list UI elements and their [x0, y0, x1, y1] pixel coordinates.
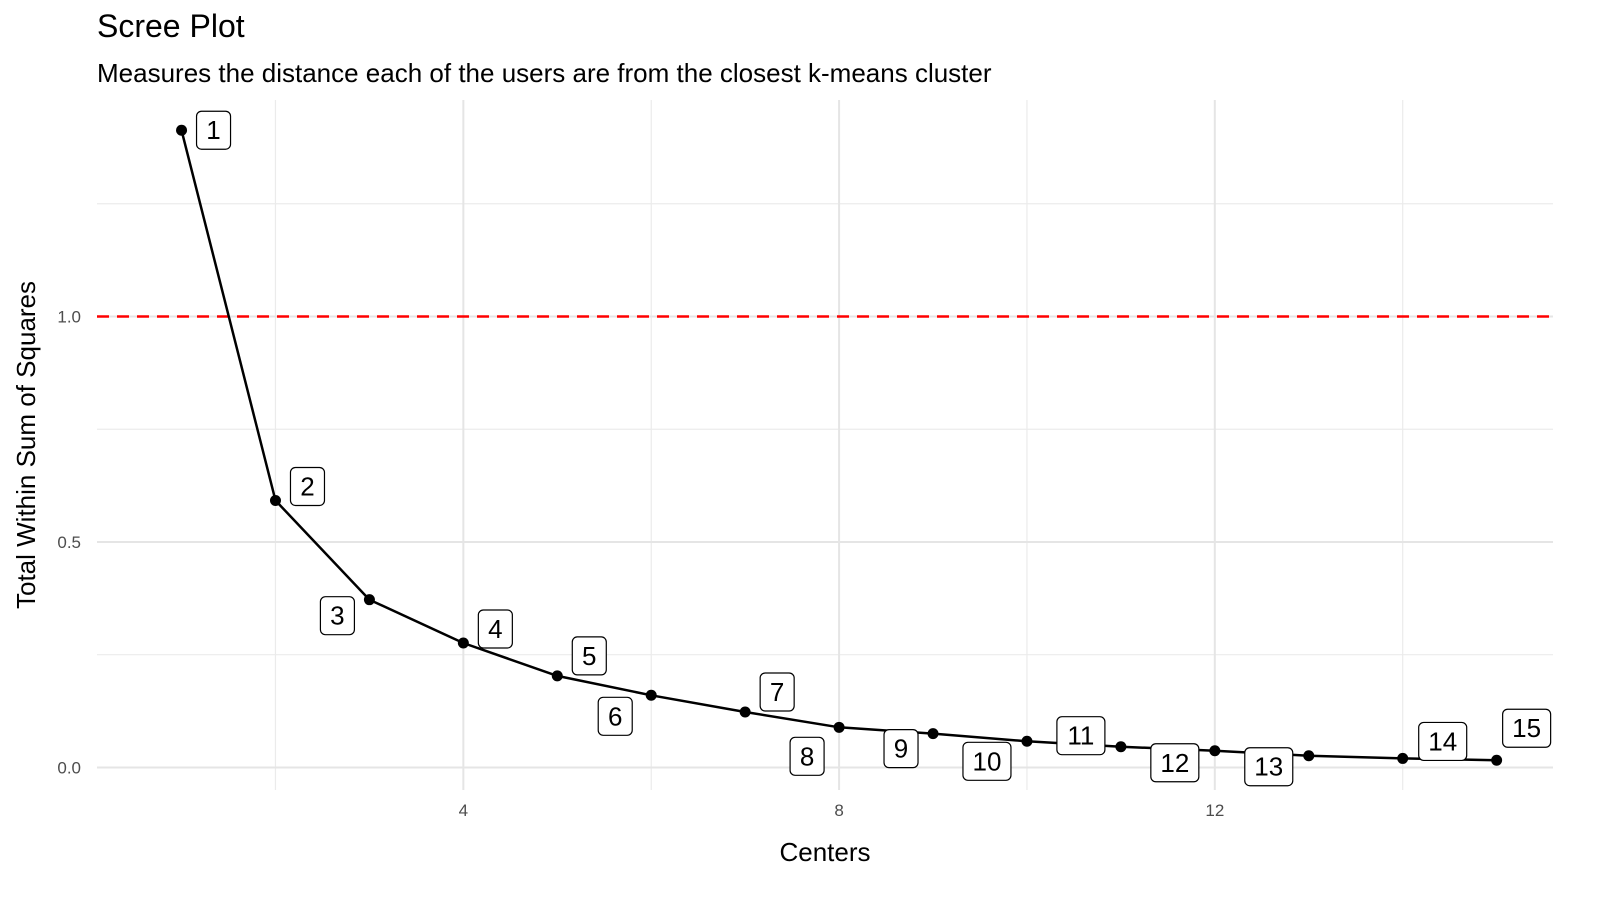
point-label-12: 12 [1150, 743, 1200, 783]
data-point-3 [363, 594, 375, 606]
y-tick-label: 1.0 [57, 307, 81, 326]
point-label-box [597, 696, 633, 736]
point-label-15: 15 [1502, 708, 1552, 748]
point-label-box [1502, 708, 1552, 748]
data-point-9 [927, 728, 939, 740]
x-axis-title: Centers [779, 837, 870, 867]
data-point-13 [1303, 750, 1315, 762]
chart-title: Scree Plot [97, 8, 245, 44]
point-label-text: 6 [608, 701, 622, 731]
point-label-box [1056, 716, 1106, 756]
point-label-9: 9 [883, 729, 919, 769]
x-tick-label: 12 [1205, 801, 1224, 820]
point-label-10: 10 [962, 741, 1012, 781]
point-label-box [289, 466, 326, 507]
point-label-text: 8 [800, 741, 814, 771]
point-label-1: 1 [195, 110, 232, 150]
point-label-box [1244, 747, 1294, 787]
point-label-text: 15 [1512, 713, 1541, 743]
point-label-8: 8 [789, 736, 825, 776]
data-point-7 [739, 706, 751, 718]
point-label-text: 7 [770, 677, 784, 707]
point-label-14: 14 [1418, 721, 1468, 762]
point-label-11: 11 [1056, 716, 1106, 756]
data-point-14 [1397, 752, 1409, 764]
point-label-6: 6 [597, 696, 633, 736]
y-tick-label: 0.0 [57, 758, 81, 777]
point-label-text: 5 [582, 641, 596, 671]
point-label-text: 9 [894, 734, 908, 764]
data-point-1 [176, 124, 188, 136]
point-label-13: 13 [1244, 747, 1294, 787]
data-point-12 [1209, 745, 1221, 757]
point-label-box [571, 636, 607, 676]
point-label-2: 2 [289, 466, 326, 507]
data-point-10 [1021, 735, 1033, 747]
data-point-11 [1115, 741, 1127, 753]
y-axis-title: Total Within Sum of Squares [11, 281, 41, 609]
x-tick-label: 4 [459, 801, 468, 820]
data-point-2 [269, 494, 281, 506]
point-label-text: 12 [1160, 748, 1189, 778]
point-label-box [759, 672, 795, 712]
chart-subtitle: Measures the distance each of the users … [97, 58, 992, 88]
point-label-text: 13 [1254, 752, 1283, 782]
data-point-6 [645, 689, 657, 701]
point-label-text: 3 [330, 601, 344, 631]
point-label-box [962, 741, 1012, 781]
point-label-4: 4 [477, 609, 513, 649]
point-label-text: 1 [206, 115, 220, 145]
data-point-15 [1491, 754, 1503, 766]
point-label-text: 11 [1067, 721, 1094, 751]
point-label-box [319, 596, 356, 636]
point-label-text: 14 [1428, 726, 1457, 756]
grid-lines [97, 100, 1553, 790]
point-label-box [883, 729, 919, 769]
point-label-7: 7 [759, 672, 795, 712]
point-label-box [1150, 743, 1200, 783]
point-label-text: 4 [488, 614, 502, 644]
point-label-box [195, 110, 232, 150]
point-label-3: 3 [319, 596, 356, 636]
point-label-5: 5 [571, 636, 607, 676]
data-point-4 [457, 637, 469, 649]
point-label-box [477, 609, 513, 649]
point-label-text: 10 [973, 746, 1002, 776]
data-point-8 [833, 721, 845, 733]
point-label-text: 2 [300, 471, 314, 501]
x-tick-label: 8 [834, 801, 843, 820]
point-label-box [789, 736, 825, 776]
axes-group: 4 8 12 0.0 0.5 1.0 Centers Total Within Sum of … [11, 281, 1224, 867]
data-point-5 [551, 670, 563, 682]
y-tick-label: 0.5 [57, 533, 81, 552]
point-label-box [1418, 721, 1468, 762]
